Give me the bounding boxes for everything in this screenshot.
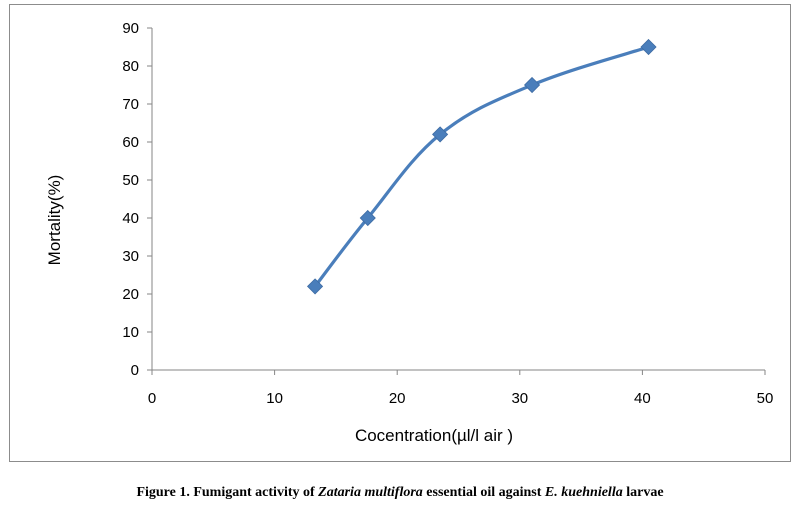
y-tick-label: 90 — [122, 20, 139, 37]
caption-species: Zataria multiflora — [318, 485, 423, 500]
data-point-marker — [306, 278, 324, 295]
caption-suffix: larvae — [622, 485, 664, 500]
chart-frame — [9, 4, 791, 462]
y-tick-label: 60 — [122, 134, 139, 151]
caption-middle: essential oil against — [422, 485, 545, 500]
data-point-marker — [359, 209, 376, 227]
figure-caption: Figure 1. Fumigant activity of Zataria m… — [0, 485, 800, 501]
x-tick-label: 30 — [511, 390, 528, 407]
ticks: 0 10 20 30 40 50 60 70 80 90 0 10 20 30 40 50 — [122, 20, 773, 407]
x-tick-label: 40 — [634, 390, 651, 407]
data-point-marker — [640, 38, 657, 56]
y-axis-title: Mortality(%) — [45, 175, 64, 266]
y-tick-label: 80 — [122, 58, 139, 75]
y-tick-label: 50 — [122, 172, 139, 189]
series-line — [313, 45, 650, 288]
caption-prefix: Figure 1. Fumigant activity of — [136, 485, 319, 500]
data-point-marker — [432, 126, 449, 143]
data-series — [306, 38, 657, 295]
axes — [151, 28, 765, 371]
x-tick-label: 20 — [389, 390, 406, 407]
y-tick-label: 0 — [131, 362, 139, 379]
x-tick-label: 0 — [148, 390, 156, 407]
y-tick-label: 40 — [122, 210, 139, 227]
y-tick-label: 10 — [122, 324, 139, 341]
y-tick-label: 20 — [122, 286, 139, 303]
data-point-marker — [523, 76, 541, 94]
caption-pest: E. kuehniella — [544, 485, 623, 500]
y-tick-label: 70 — [122, 96, 139, 113]
x-tick-label: 10 — [266, 390, 283, 407]
x-axis-title: Cocentration(µl/l air ) — [355, 426, 513, 445]
y-tick-label: 30 — [122, 248, 139, 265]
x-tick-label: 50 — [757, 390, 774, 407]
